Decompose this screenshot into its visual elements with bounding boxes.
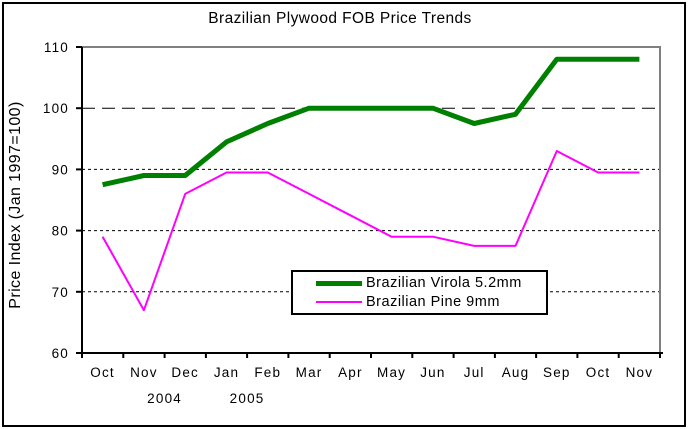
series-line-brazilian-virola-5.2mm: [102, 56, 640, 188]
x-tick-label-3-jan: Jan: [214, 365, 239, 380]
legend-label-pine: Brazilian Pine 9mm: [366, 293, 500, 310]
y-tick-label-70: 70: [52, 285, 69, 300]
series-line-brazilian-pine-9mm: [101, 150, 640, 312]
x-tick-label-7-may: May: [377, 365, 406, 380]
axes: [76, 46, 663, 358]
chart-title: Brazilian Plywood FOB Price Trends: [208, 10, 471, 27]
series-lines: [101, 56, 640, 312]
y-tick-label-100: 100: [43, 101, 69, 116]
x-tick-label-8-jun: Jun: [420, 365, 445, 380]
y-axis-title: Price Index (Jan 1997=100): [7, 101, 24, 308]
x-tick-label-1-nov: Nov: [130, 365, 158, 380]
legend-item-pine: Brazilian Pine 9mm: [316, 293, 542, 312]
x-tick-label-12-oct: Oct: [586, 365, 611, 380]
x-tick-label-9-jul: Jul: [464, 365, 485, 380]
year-label-2004: 2004: [147, 391, 182, 406]
legend-item-virola: Brazilian Virola 5.2mm: [316, 274, 542, 293]
x-tick-label-0-oct: Oct: [90, 365, 115, 380]
x-tick-label-11-sep: Sep: [543, 365, 571, 380]
legend: Brazilian Virola 5.2mm Brazilian Pine 9m…: [291, 270, 548, 315]
legend-swatch-virola-line: [316, 280, 362, 286]
x-tick-label-4-feb: Feb: [254, 365, 281, 380]
legend-swatch-pine-line: [316, 300, 362, 303]
x-tick-label-2-dec: Dec: [171, 365, 199, 380]
legend-label-virola: Brazilian Virola 5.2mm: [366, 275, 522, 291]
x-tick-label-6-apr: Apr: [338, 365, 363, 380]
x-tick-label-5-mar: Mar: [296, 365, 323, 380]
y-tick-label-90: 90: [52, 162, 69, 177]
y-tick-label-110: 110: [44, 40, 69, 55]
axis-labels: 60 70 80 90 100 110 Oct Nov Dec Jan Feb Mar Apr May Ju…: [43, 40, 654, 406]
y-tick-label-80: 80: [52, 224, 69, 239]
x-tick-label-10-aug: Aug: [502, 365, 530, 380]
year-label-2005: 2005: [230, 391, 265, 406]
y-tick-label-60: 60: [52, 346, 69, 361]
x-tick-label-13-nov: Nov: [626, 365, 654, 380]
